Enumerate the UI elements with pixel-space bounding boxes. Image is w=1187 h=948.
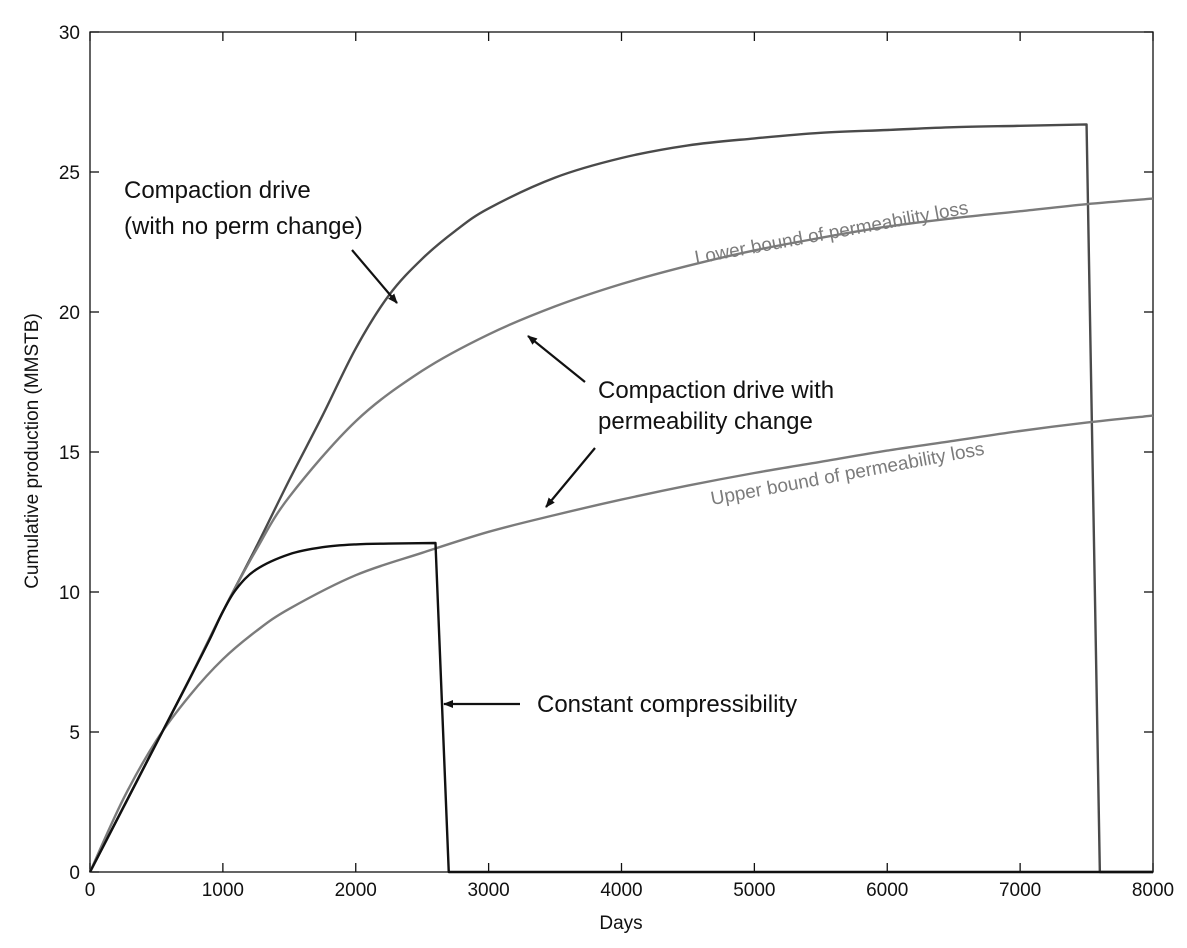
x-tick-label: 8000 bbox=[1132, 880, 1174, 901]
x-tick-label: 7000 bbox=[999, 880, 1041, 901]
x-axis-label: Days bbox=[599, 913, 642, 934]
axis-ticks: 0 1000 2000 3000 4000 5000 6000 7000 8000 0 5 10 15 2… bbox=[59, 23, 1174, 901]
arrow-compaction-no-perm bbox=[351, 249, 398, 304]
x-tick-label: 6000 bbox=[866, 880, 908, 901]
annotation-compaction-no-perm-line1: Compaction drive bbox=[124, 177, 311, 204]
x-tick-label: 5000 bbox=[733, 880, 775, 901]
y-tick-label: 5 bbox=[69, 723, 80, 744]
series-lower-bound bbox=[88, 197, 1154, 873]
curve-label-lower-bound: Lower bound of permeability loss bbox=[693, 198, 970, 269]
x-tick-label: 4000 bbox=[600, 880, 642, 901]
annotation-compaction-perm-line2: permeability change bbox=[598, 408, 813, 435]
x-tick-label: 0 bbox=[85, 880, 96, 901]
series-group bbox=[88, 123, 1154, 874]
y-tick-label: 15 bbox=[59, 443, 80, 464]
annotation-compaction-perm-line1: Compaction drive with bbox=[598, 377, 834, 404]
annotation-constant-compressibility: Constant compressibility bbox=[537, 691, 797, 718]
y-tick-label: 20 bbox=[59, 303, 80, 324]
y-tick-label: 10 bbox=[59, 583, 80, 604]
x-tick-label: 1000 bbox=[202, 880, 244, 901]
x-tick-label: 2000 bbox=[335, 880, 377, 901]
arrow-compaction-perm-upper bbox=[527, 335, 586, 383]
y-tick-label: 25 bbox=[59, 163, 80, 184]
x-tick-label: 3000 bbox=[467, 880, 509, 901]
y-axis-label: Cumulative production (MMSTB) bbox=[22, 313, 43, 589]
series-upper-bound bbox=[88, 414, 1154, 873]
annotation-compaction-no-perm-line2: (with no perm change) bbox=[124, 213, 363, 240]
arrow-compaction-perm-lower bbox=[545, 447, 596, 508]
series-constant-compressibility bbox=[88, 541, 1153, 874]
y-tick-label: 30 bbox=[59, 23, 80, 44]
y-tick-label: 0 bbox=[69, 863, 80, 884]
